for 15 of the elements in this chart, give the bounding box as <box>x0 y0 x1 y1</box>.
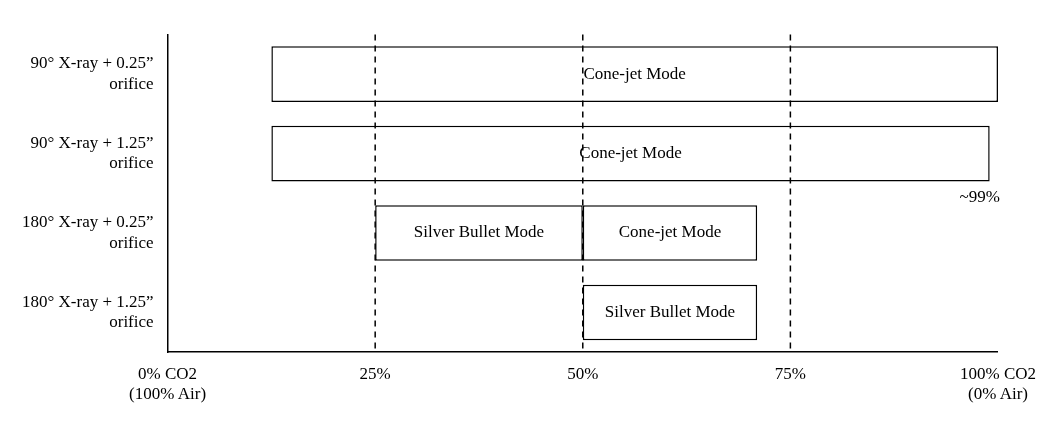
x-tick-label: 0% CO2 (100% Air) <box>129 363 207 404</box>
y-tick-label: 180° X-ray + 0.25” orifice <box>22 212 154 252</box>
text: Silver Bullet Mode <box>413 222 545 242</box>
series-label: Silver Bullet Mode <box>604 301 736 321</box>
x-tick-label: 100% CO2 (0% Air) <box>959 363 1036 404</box>
x-tick-label: 75% <box>774 363 806 383</box>
y-tick-label: 90° X-ray + 1.25” orifice <box>30 132 154 173</box>
text: Cone-jet Mode <box>618 222 722 242</box>
series-label: Cone-jet Mode <box>579 143 682 163</box>
x-tick-label: 50% <box>567 363 599 383</box>
y-tick-label: 180° X-ray + 1.25” orifice <box>22 291 154 332</box>
text: Cone-jet Mode <box>583 63 686 83</box>
y-tick-label: 90° X-ray + 0.25” orifice <box>30 53 154 93</box>
annotation: ~99% <box>959 187 1000 207</box>
x-tick-label: 25% <box>359 363 391 383</box>
